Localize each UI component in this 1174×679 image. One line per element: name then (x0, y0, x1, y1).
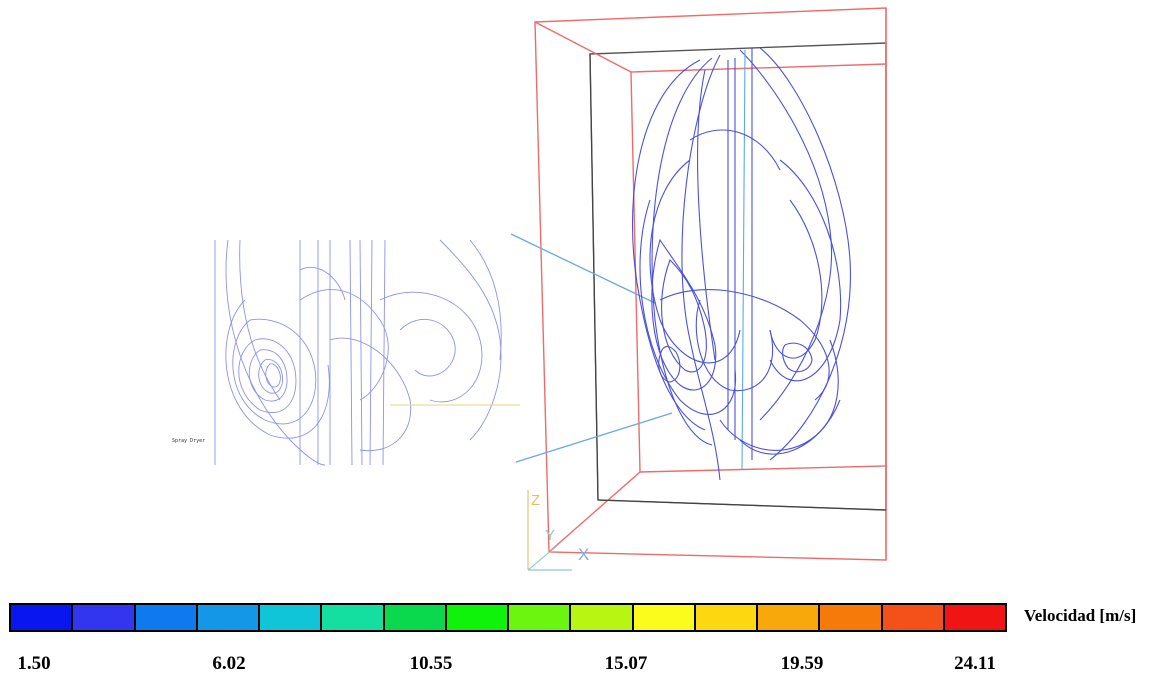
chamber-inner-dark-edges (589, 53, 887, 511)
color-bar-swatch-15 (882, 605, 945, 630)
axis-triad: Z Y X (527, 490, 589, 571)
color-bar-tick-3: 10.55 (409, 653, 453, 674)
axis-z-label: Z (531, 492, 540, 509)
color-bar-swatch-8 (446, 605, 509, 630)
color-bar-tick-6: 24.11 (954, 653, 996, 674)
color-bar-tick-5: 19.59 (780, 653, 824, 674)
main-streamlines (631, 47, 852, 481)
chamber-back-frame (589, 42, 887, 511)
color-bar-tick-2: 6.02 (212, 653, 246, 674)
callout-lines (510, 233, 673, 464)
color-bar-title: Velocidad [m/s] (1024, 606, 1137, 625)
color-bar-swatch-2 (73, 605, 136, 630)
velocity-color-bar (9, 603, 1007, 632)
color-bar-swatch-5 (260, 605, 323, 630)
cfd-streamline-scene: Z Y X Spray Dryer (172, 7, 887, 571)
color-bar-tick-4: 15.07 (604, 653, 648, 674)
color-bar-swatch-12 (695, 605, 758, 630)
axis-y-label: Y (545, 527, 555, 544)
inset-label: Spray Dryer (172, 438, 205, 444)
color-bar-swatch-10 (571, 605, 634, 630)
color-bar-swatch-1 (11, 605, 74, 630)
color-bar-swatch-13 (758, 605, 821, 630)
color-bar-swatch-6 (322, 605, 385, 630)
color-bar-tick-1: 1.50 (17, 653, 51, 674)
color-bar-swatch-11 (633, 605, 696, 630)
color-bar-swatch-4 (197, 605, 260, 630)
chamber-front-frame (534, 7, 887, 561)
color-bar-swatch-16 (944, 605, 1005, 630)
color-bar-swatch-14 (820, 605, 883, 630)
inset-zoom (198, 239, 520, 466)
axis-x-label: X (578, 545, 589, 564)
color-bar-swatch-7 (384, 605, 447, 630)
color-bar-swatch-3 (135, 605, 198, 630)
color-bar-swatch-9 (509, 605, 572, 630)
